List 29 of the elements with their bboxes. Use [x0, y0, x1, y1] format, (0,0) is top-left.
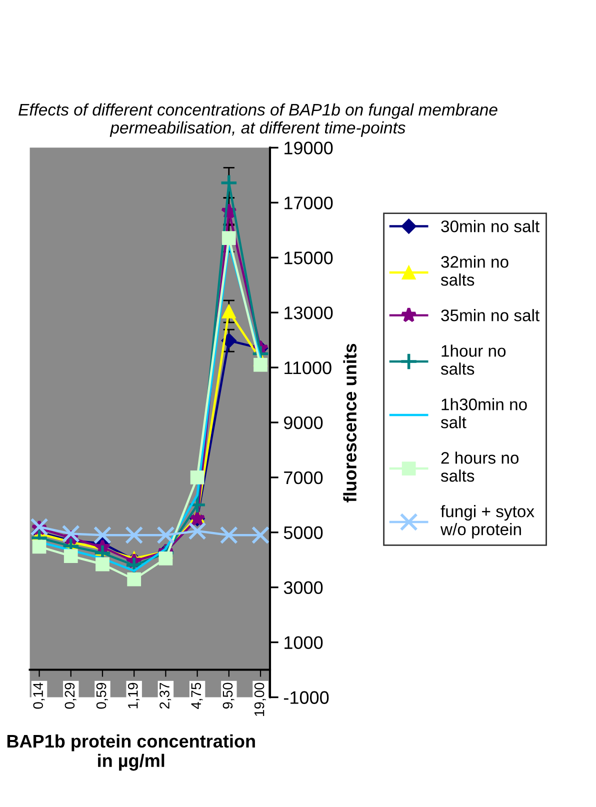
- y-tick-label: 3000: [284, 581, 323, 594]
- x-tick-label: 1,19: [128, 682, 140, 708]
- y-tick-label: 1000: [284, 636, 323, 650]
- legend-label: 1hour no salts: [440, 344, 506, 375]
- x-tick-label: 2,37: [160, 682, 172, 709]
- y-axis-title: fluorescence units: [343, 344, 356, 502]
- y-tick-label: 17000: [284, 196, 333, 210]
- chart-title: Effects of different concentrations of BAP1b on fungal membrane permeabilisation, at different time-points: [18, 103, 498, 137]
- legend-label: 35min no salt: [441, 309, 540, 322]
- x-axis-title: BAP1b protein concentration in µg/ml: [7, 734, 255, 771]
- legend-label: 1h30min no salt: [440, 398, 527, 428]
- y-tick-label: 5000: [284, 526, 323, 540]
- y-tick-label: 15000: [284, 252, 333, 264]
- x-tick-label: 0,14: [33, 682, 45, 709]
- y-tick-label: 13000: [284, 306, 333, 320]
- x-tick-label: 4,75: [191, 682, 203, 709]
- x-tick-label: 0,59: [96, 682, 108, 709]
- x-tick-label: 0,29: [64, 682, 76, 709]
- x-tick-label: 9,50: [222, 682, 234, 709]
- legend-label: 2 hours no salts: [440, 452, 519, 482]
- legend-label: fungi + sytox w/o protein: [440, 505, 534, 539]
- y-tick-label: 9000: [284, 416, 323, 430]
- y-tick-label: 11000: [284, 361, 332, 374]
- legend-label: 30min no salt: [441, 220, 540, 232]
- y-tick-label: 19000: [284, 142, 333, 154]
- y-tick-label: -1000: [284, 691, 329, 704]
- x-tick-label: 19,00: [254, 682, 266, 716]
- legend-label: 32min no salts: [440, 256, 508, 286]
- y-tick-label: 7000: [284, 471, 323, 484]
